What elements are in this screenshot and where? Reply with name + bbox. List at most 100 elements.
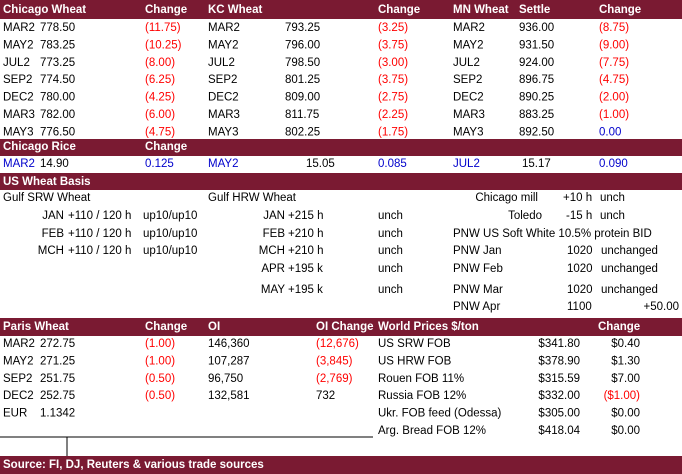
cell: up10/up10 [143, 228, 197, 240]
cell: 0.085 [378, 158, 407, 170]
cell: 783.25 [40, 39, 75, 51]
cell: (9.00) [599, 39, 629, 51]
footer-bar [0, 456, 682, 474]
cell: (0.50) [145, 390, 175, 402]
cell: +10 h [563, 192, 592, 204]
cell: SEP2 [3, 74, 32, 86]
cell: PNW Jan [453, 245, 502, 257]
cell: JAN [42, 210, 64, 222]
cell: +50.00 [644, 301, 680, 313]
cell: 1020 [567, 284, 593, 296]
column-header: Change [599, 4, 641, 16]
cell: (2.75) [378, 92, 408, 104]
cell: +215 h [288, 210, 324, 222]
cell: FEB [263, 228, 286, 240]
section-title: US Wheat Basis [3, 176, 91, 188]
cell: (6.00) [145, 109, 175, 121]
cell: unch [600, 210, 625, 222]
cell: MAY2 [3, 39, 33, 51]
column-header: Settle [519, 4, 550, 16]
cell: 809.00 [285, 92, 320, 104]
header-bar [0, 0, 682, 19]
cell: (4.75) [599, 74, 629, 86]
cell: EUR [3, 408, 27, 420]
cell: up10/up10 [143, 245, 197, 257]
column-header: Change [145, 4, 187, 16]
cell: unch [378, 263, 403, 275]
cell: JUL2 [453, 57, 480, 69]
cell: 96,750 [208, 373, 243, 385]
cell: DEC2 [3, 92, 34, 104]
cell: MAY2 [208, 39, 238, 51]
column-header: Change [378, 4, 420, 16]
cell: 801.25 [285, 74, 320, 86]
cell: 924.00 [519, 57, 554, 69]
cell: JUL2 [3, 57, 30, 69]
cell: 272.75 [40, 338, 75, 350]
cell: 782.00 [40, 109, 75, 121]
cell: Gulf HRW Wheat [208, 192, 297, 204]
cell: 773.25 [40, 57, 75, 69]
cell: 0.090 [599, 158, 628, 170]
cell: 1020 [567, 263, 593, 275]
cell: MAR2 [3, 338, 35, 350]
cell: PNW US Soft White 10.5% protein BID [453, 228, 652, 240]
cell: 776.50 [40, 126, 75, 138]
cell: MAR3 [208, 109, 240, 121]
cell: +195 k [288, 263, 323, 275]
cell: +110 / 120 h [68, 228, 131, 240]
cell: 936.00 [519, 22, 554, 34]
cell: Chicago mill [475, 192, 538, 204]
cell: MAR2 [453, 22, 485, 34]
cell: PNW Mar [453, 284, 503, 296]
cell: (4.25) [145, 92, 175, 104]
cell: (2,769) [316, 373, 353, 385]
cell: US SRW FOB [378, 338, 451, 350]
cell: MAR2 [208, 22, 240, 34]
cell: (6.25) [145, 74, 175, 86]
cell: (3.75) [378, 39, 408, 51]
cell: MAR3 [3, 109, 35, 121]
cell: 132,581 [208, 390, 250, 402]
cell: (0.50) [145, 373, 175, 385]
cell: MAY2 [453, 39, 483, 51]
cell: $341.80 [538, 338, 580, 350]
cell: MAY3 [453, 126, 483, 138]
cell: 802.25 [285, 126, 320, 138]
cell: Gulf SRW Wheat [3, 192, 91, 204]
cell: unch [378, 284, 403, 296]
cell: ($1.00) [604, 390, 641, 402]
cell: $315.59 [538, 373, 580, 385]
cell: 811.75 [285, 109, 319, 121]
cell: Ukr. FOB feed (Odessa) [378, 408, 502, 420]
cell: (7.75) [599, 57, 629, 69]
cell: SEP2 [3, 373, 32, 385]
cell: +110 / 120 h [68, 245, 131, 257]
column-header: MN Wheat [453, 4, 509, 16]
source: Source: FI, DJ, Reuters & various trade … [3, 459, 264, 471]
cell: 890.25 [519, 92, 554, 104]
cell: -15 h [566, 210, 592, 222]
cell: $0.00 [611, 425, 640, 437]
cell: JUL2 [208, 57, 235, 69]
column-header: Change [145, 141, 187, 153]
cell: MAY3 [3, 126, 33, 138]
cell: MCH [38, 245, 64, 257]
cell: 252.75 [40, 390, 75, 402]
cell: $0.40 [611, 338, 640, 350]
cell: (1.00) [145, 338, 175, 350]
cell: 796.00 [285, 39, 320, 51]
cell: unchanged [601, 263, 658, 275]
cell: 778.50 [40, 22, 75, 34]
cell: (3,845) [316, 355, 353, 367]
cell: Toledo [508, 210, 542, 222]
cell: 774.50 [40, 74, 75, 86]
cell: DEC2 [3, 390, 34, 402]
cell: SEP2 [453, 74, 482, 86]
column-header: World Prices $/ton [378, 321, 479, 333]
column-header: Change [598, 321, 640, 333]
cell: (1.00) [145, 355, 175, 367]
cell: unchanged [601, 284, 658, 296]
cell: MAY [261, 284, 285, 296]
